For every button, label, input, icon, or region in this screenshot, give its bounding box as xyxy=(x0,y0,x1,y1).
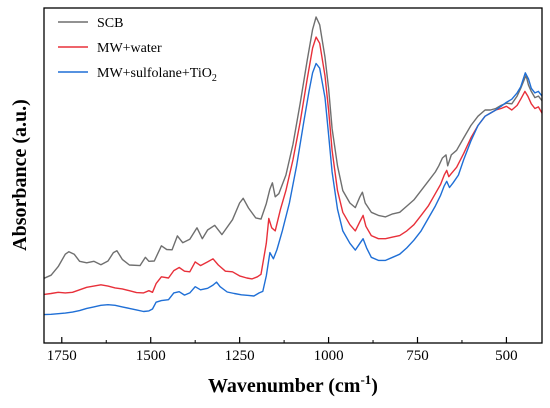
x-axis-title-sup: -1 xyxy=(360,372,371,387)
x-tick-label-750: 750 xyxy=(406,348,429,364)
x-tick-label-1500: 1500 xyxy=(136,348,166,364)
x-tick-label-1750: 1750 xyxy=(47,348,77,364)
legend-label-mw-sulfolane-tio2: MW+sulfolane+TiO2 xyxy=(97,66,217,84)
x-tick-label-1000: 1000 xyxy=(314,348,344,364)
legend-label-scb: SCB xyxy=(97,16,123,31)
series-line-mw-water xyxy=(43,36,543,296)
legend-label-mw-sulfolane-tio2-main: MW+sulfolane+TiO xyxy=(97,66,212,81)
series-layer xyxy=(43,16,543,316)
x-tick-label-500: 500 xyxy=(495,348,518,364)
x-axis-title-close: ) xyxy=(371,375,378,397)
x-axis-ticks: 1750 1500 1250 1000 750 500 xyxy=(47,337,518,364)
series-line-mw-sulfolane-tio2 xyxy=(43,62,543,316)
legend-label-mw-water: MW+water xyxy=(97,41,162,56)
series-line-scb xyxy=(43,16,543,279)
x-axis-title-main: Wavenumber (cm xyxy=(208,375,361,397)
plot-frame xyxy=(43,7,543,344)
legend: SCB MW+water MW+sulfolane+TiO2 xyxy=(58,16,217,84)
y-axis-title: Absorbance (a.u.) xyxy=(9,99,31,251)
x-tick-label-1250: 1250 xyxy=(225,348,255,364)
x-axis-title: Wavenumber (cm-1) xyxy=(208,372,378,397)
legend-label-mw-sulfolane-tio2-sub: 2 xyxy=(212,73,217,84)
